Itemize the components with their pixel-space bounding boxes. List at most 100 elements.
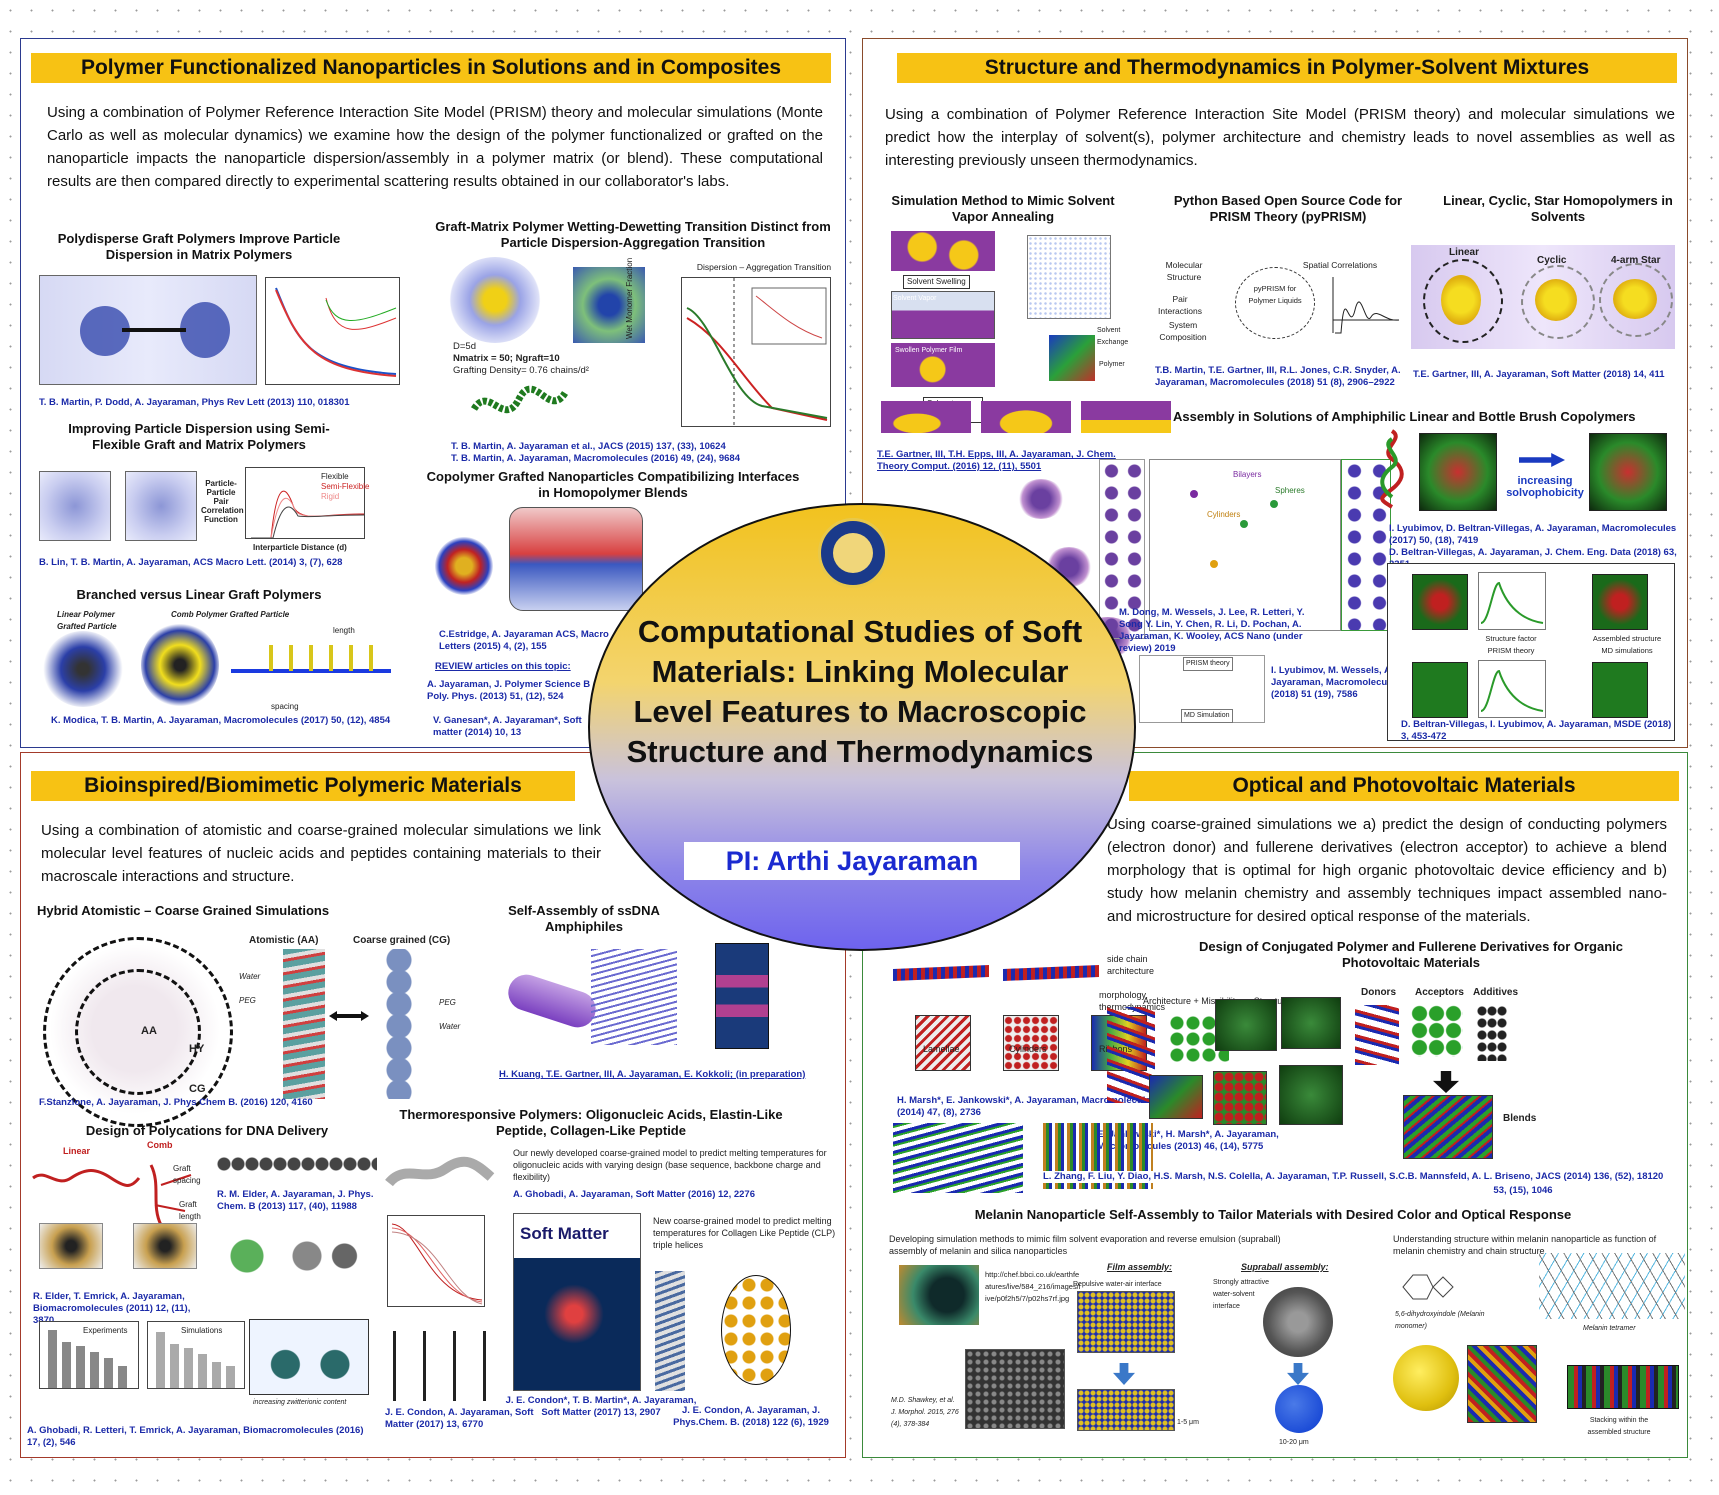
- figure-label: MD Simulation: [1181, 709, 1233, 723]
- legend-item: Flexible: [321, 472, 349, 481]
- image-source: M.D. Shawkey, et al. J. Morphol. 2015, 2…: [891, 1397, 959, 1428]
- figure-label: length: [333, 626, 355, 635]
- section-banner: Polymer Functionalized Nanoparticles in …: [31, 53, 831, 83]
- figure-label: side chain architecture: [1107, 954, 1155, 976]
- citation: J. E. Condon, A. Jayaraman, J. Phys.Chem…: [673, 1405, 829, 1428]
- figure-label: Strongly attractive water-solvent interf…: [1213, 1279, 1270, 1310]
- description-text: Understanding structure within melanin n…: [1393, 1234, 1657, 1256]
- comb-graft-figure: [141, 623, 219, 707]
- helix-figure: [1377, 429, 1407, 509]
- down-arrow: [1287, 1363, 1309, 1385]
- image-source: http://chef.bbci.co.uk/earthfeatures/liv…: [985, 1270, 1081, 1303]
- figure-label: Comb: [147, 1140, 173, 1150]
- citation: M. Dong, M. Wessels, J. Lee, R. Letteri,…: [1119, 607, 1305, 654]
- figure-label: Film assembly:: [1107, 1262, 1173, 1272]
- figure-label: Linear: [1449, 247, 1480, 258]
- citation: J. E. Condon*, T. B. Martin*, A. Jayaram…: [505, 1395, 697, 1418]
- stacking-zoom: [1567, 1365, 1679, 1409]
- citation: H. Kuang, T.E. Gartner, III, A. Jayarama…: [499, 1069, 806, 1080]
- correlation-plot: [245, 467, 365, 539]
- flow-label: Polymer: [1099, 361, 1125, 368]
- flow-label: pyPRISM for Polymer Liquids: [1248, 284, 1302, 305]
- prism-md-figure: [1139, 655, 1265, 723]
- figure-label: Acceptors: [1415, 987, 1464, 998]
- region-label: CG: [189, 1083, 206, 1095]
- polymer-chain-figure: [469, 379, 569, 435]
- md-snapshot-figure: [125, 471, 197, 541]
- tetramer-figure: [1539, 1253, 1685, 1319]
- wet-fraction-plot: [681, 277, 831, 427]
- phase-label: Cylinders: [1009, 1044, 1047, 1054]
- figure-label: Comb Polymer Grafted Particle: [171, 610, 290, 619]
- comb-schematic: [231, 639, 391, 699]
- bilayer-box: [715, 943, 769, 1049]
- figure-label: PEG: [439, 998, 456, 1007]
- citation: B. Lin, T. B. Martin, A. Jayaraman, ACS …: [39, 557, 343, 568]
- citation: R. M. Elder, A. Jayaraman, J. Phys. Chem…: [217, 1189, 374, 1212]
- citation: A. Jayaraman, J. Polymer Science B Poly.…: [427, 679, 591, 702]
- poster-title: Computational Studies of Soft Materials:…: [626, 614, 1094, 769]
- citation: K. Modica, T. B. Martin, A. Jayaraman, M…: [51, 715, 391, 726]
- citation: J. E. Condon, A. Jayaraman, Soft Matter …: [385, 1407, 534, 1430]
- figure-caption: increasing zwitterionic content: [253, 1399, 347, 1406]
- micrograph: [965, 1349, 1065, 1429]
- phase-snapshot: [915, 1015, 971, 1071]
- section-intro: Using coarse-grained simulations we a) p…: [1107, 816, 1667, 925]
- polycation-chain: [217, 1151, 377, 1177]
- citation: T.E. Gartner, III, T.H. Epps, III, A. Ja…: [877, 449, 1116, 472]
- legend-item: Semi-Flexible: [321, 482, 370, 491]
- figure-label: Melanin tetramer: [1583, 1325, 1636, 1332]
- evaporated-film-figure: [1081, 401, 1171, 433]
- citation: A. Ghobadi, R. Letteri, T. Emrick, A. Ja…: [27, 1425, 364, 1448]
- phase-diagram: [1149, 459, 1341, 631]
- dna-tube-figure: [503, 969, 601, 1033]
- sub-heading: Design of Conjugated Polymer and Fullere…: [1198, 939, 1624, 970]
- figure-label: D=5d: [453, 341, 476, 352]
- linear-polycation: [31, 1163, 141, 1193]
- sub-heading: Design of Polycations for DNA Delivery: [85, 1123, 329, 1138]
- section-banner: Optical and Photovoltaic Materials: [1129, 771, 1679, 801]
- flow-label: Solvent Exchange: [1097, 327, 1129, 346]
- phase-snapshot: [1003, 1015, 1059, 1071]
- sub-heading: Simulation Method to Mimic Solvent Vapor…: [891, 193, 1115, 224]
- flow-label: Swollen Polymer Film: [895, 347, 963, 354]
- evaporated-film-figure: [881, 401, 971, 433]
- sub-heading: Branched versus Linear Graft Polymers: [76, 587, 322, 602]
- section-banner: Bioinspired/Biomimetic Polymeric Materia…: [31, 771, 575, 801]
- figure-label: Water: [239, 972, 261, 981]
- phase-label: Lamellae: [923, 1044, 960, 1054]
- journal-title: Soft Matter: [520, 1224, 609, 1243]
- quadrant-optical: Optical and Photovoltaic Materials Using…: [862, 752, 1688, 1458]
- bird-photo: [899, 1265, 979, 1325]
- journal-cover: Soft Matter: [513, 1213, 641, 1391]
- snapshot-grid: [1099, 459, 1145, 639]
- swollen-polymer-figure: [891, 343, 995, 387]
- citation: T. B. Martin, A. Jayaraman, Macromolecul…: [451, 453, 740, 464]
- citation: V. Ganesan*, A. Jayaraman*, Soft matter …: [433, 715, 582, 738]
- sub-heading: Graft-Matrix Polymer Wetting-Dewetting T…: [435, 219, 831, 250]
- citation: T. B. Martin, P. Dodd, A. Jayaraman, Phy…: [39, 397, 350, 408]
- section-intro: Using a combination of atomistic and coa…: [41, 822, 601, 885]
- sub-heading: Linear, Cyclic, Star Homopolymers in Sol…: [1443, 193, 1673, 224]
- figure-label: Donors: [1361, 987, 1396, 998]
- figure-label: PEG: [239, 996, 256, 1005]
- acceptor-figure: [1411, 1005, 1463, 1057]
- citation: L. Zhang, F. Liu, Y. Diao, H.S. Marsh, N…: [1043, 1171, 1683, 1183]
- figure-label: Blends: [1503, 1113, 1537, 1124]
- university-seal-icon: [818, 518, 888, 588]
- hybrid-simulation-figure: [35, 929, 235, 1129]
- citation: I. Lyubimov, M. Wessels, A. Jayaraman, M…: [1271, 665, 1401, 700]
- figure-label: Cyclic: [1537, 255, 1567, 266]
- aggregation-snapshot: [573, 267, 645, 343]
- review-heading: REVIEW articles on this topic:: [435, 661, 571, 672]
- structure-cube: [1213, 1071, 1267, 1125]
- clp-zoom-figure: [721, 1275, 791, 1385]
- simulation-box-figure: [1027, 235, 1111, 319]
- scale-label: 1-5 μm: [1177, 1419, 1199, 1426]
- zwitterionic-figure: [249, 1319, 369, 1395]
- citation: T.B. Martin, T.E. Gartner, III, R.L. Jon…: [1155, 365, 1401, 388]
- amphiphile-figure: [591, 949, 677, 1045]
- assembly-cube: [1589, 433, 1667, 511]
- micelle-figure: [1017, 479, 1065, 519]
- donor-figure: [1355, 1005, 1399, 1065]
